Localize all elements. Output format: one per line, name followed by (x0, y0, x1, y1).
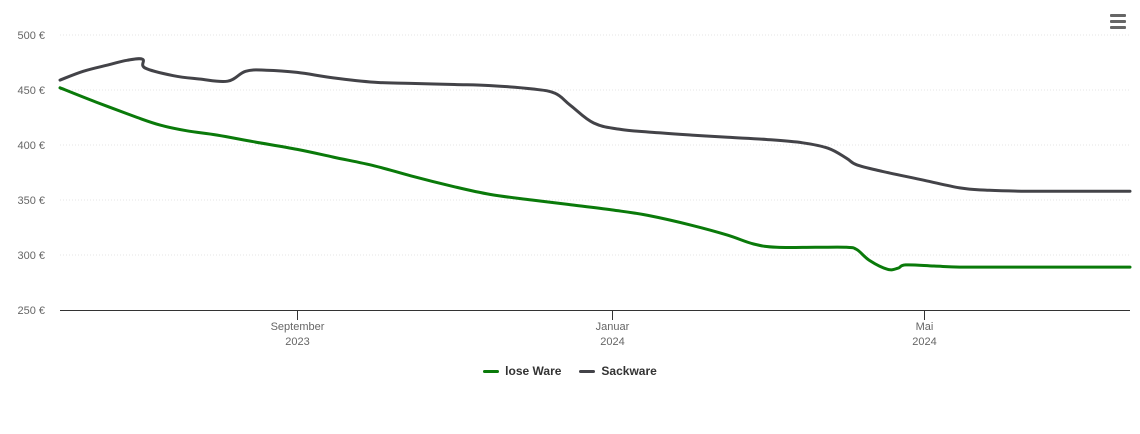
legend-label-lose-ware: lose Ware (505, 364, 562, 378)
y-tick-label: 250 € (17, 305, 45, 317)
grid-lines (60, 34, 1130, 256)
legend-item-lose-ware[interactable]: lose Ware (483, 364, 561, 378)
series-line-sackware[interactable] (58, 57, 1132, 193)
x-tick-label-month: Januar (596, 321, 630, 333)
legend-label-sackware: Sackware (601, 364, 657, 378)
y-tick-label: 300 € (17, 250, 45, 262)
x-tick-label-month: September (271, 321, 325, 333)
x-tick-label-year: 2024 (600, 336, 624, 348)
x-tick-label-year: 2023 (285, 336, 309, 348)
series-group (58, 57, 1132, 272)
x-axis: September 2023 Januar 2024 Mai 2024 (60, 310, 1130, 348)
legend-item-sackware[interactable]: Sackware (579, 364, 657, 378)
legend-swatch-sackware (579, 369, 596, 373)
y-tick-label: 400 € (17, 140, 45, 152)
y-axis: 250 € 300 € 350 € 400 € 450 € 500 € (17, 30, 45, 317)
hamburger-menu-icon-bar-2 (1110, 20, 1126, 23)
chart-menu-button[interactable] (1106, 10, 1132, 34)
series-line-lose-ware[interactable] (58, 86, 1132, 272)
y-tick-label: 350 € (17, 195, 45, 207)
x-tick-label-month: Mai (916, 321, 934, 333)
y-tick-label: 450 € (17, 85, 45, 97)
chart-legend: lose Ware Sackware (0, 364, 1140, 378)
y-tick-label: 500 € (17, 30, 45, 42)
legend-swatch-lose-ware (483, 369, 500, 373)
hamburger-menu-icon-bar-1 (1110, 14, 1126, 17)
x-tick-label-year: 2024 (912, 336, 936, 348)
hamburger-menu-icon-bar-3 (1110, 26, 1126, 29)
